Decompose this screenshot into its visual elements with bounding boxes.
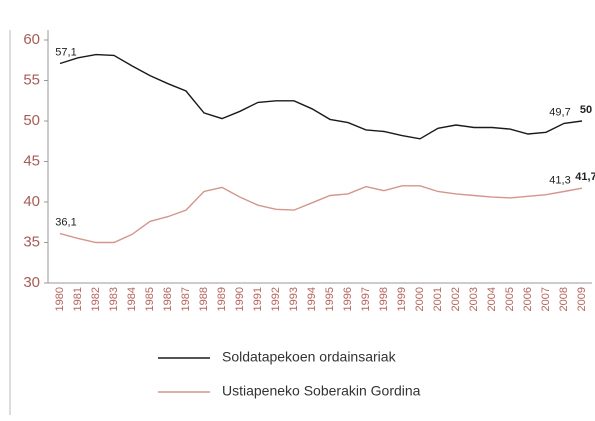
value-label: 50 [580, 104, 592, 116]
x-tick-label: 2005 [504, 287, 516, 311]
x-tick-label: 1984 [126, 287, 138, 311]
x-tick-label: 1986 [162, 287, 174, 311]
x-tick-label: 1998 [378, 287, 390, 311]
y-tick-label: 45 [23, 152, 40, 169]
value-label: 41,3 [549, 174, 570, 186]
x-tick-label: 1988 [198, 287, 210, 311]
y-tick-label: 30 [23, 274, 40, 291]
x-tick-label: 1993 [288, 287, 300, 311]
value-label: 57,1 [55, 46, 76, 58]
x-tick-label: 1980 [54, 287, 66, 311]
x-tick-label: 1999 [396, 287, 408, 311]
series-line [59, 185, 583, 244]
x-tick-label: 2000 [414, 287, 426, 311]
value-label: 49,7 [549, 106, 570, 118]
x-tick-label: 2009 [576, 287, 588, 311]
x-tick-label: 1981 [72, 287, 84, 311]
x-tick-label: 2007 [540, 287, 552, 311]
x-tick-label: 1983 [108, 287, 120, 311]
x-tick-label: 2008 [558, 287, 570, 311]
x-tick-label: 2004 [486, 287, 498, 311]
y-tick-label: 40 [23, 193, 40, 210]
x-tick-label: 1985 [144, 287, 156, 311]
x-tick-label: 2001 [432, 287, 444, 311]
x-tick-label: 1982 [90, 287, 102, 311]
x-tick-label: 1987 [180, 287, 192, 311]
x-tick-label: 1996 [342, 287, 354, 311]
legend-label: Ustiapeneko Soberakin Gordina [222, 383, 421, 399]
value-label: 41,7 [575, 171, 595, 183]
y-tick-label: 50 [23, 112, 40, 129]
x-tick-label: 1991 [252, 287, 264, 311]
x-tick-label: 1997 [360, 287, 372, 311]
y-tick-label: 55 [23, 71, 40, 88]
x-tick-label: 1992 [270, 287, 282, 311]
x-tick-label: 1995 [324, 287, 336, 311]
x-tick-label: 2003 [468, 287, 480, 311]
series-line [59, 53, 583, 140]
x-tick-label: 2006 [522, 287, 534, 311]
value-label: 36,1 [55, 216, 76, 228]
x-tick-label: 1990 [234, 287, 246, 311]
y-tick-label: 60 [23, 31, 40, 48]
x-tick-label: 2002 [450, 287, 462, 311]
legend-label: Soldatapekoen ordainsariak [222, 349, 397, 365]
x-tick-label: 1994 [306, 287, 318, 311]
x-tick-label: 1989 [216, 287, 228, 311]
y-tick-label: 35 [23, 233, 40, 250]
